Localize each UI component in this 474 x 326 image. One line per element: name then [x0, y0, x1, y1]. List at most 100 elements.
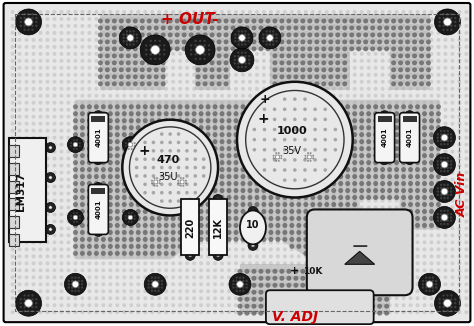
Circle shape [122, 17, 126, 21]
Circle shape [115, 108, 119, 112]
Circle shape [304, 261, 308, 265]
Circle shape [269, 31, 273, 35]
Circle shape [289, 132, 294, 137]
Circle shape [112, 19, 117, 23]
Circle shape [53, 289, 56, 293]
Circle shape [171, 170, 175, 174]
Circle shape [440, 213, 442, 215]
Circle shape [122, 101, 126, 105]
Circle shape [335, 32, 340, 37]
Circle shape [273, 39, 277, 44]
Circle shape [242, 290, 245, 292]
Circle shape [290, 296, 294, 300]
Circle shape [388, 213, 392, 216]
Circle shape [185, 202, 190, 207]
Circle shape [71, 280, 73, 282]
Circle shape [178, 59, 182, 63]
Circle shape [450, 140, 452, 142]
Circle shape [10, 108, 15, 112]
Circle shape [301, 19, 305, 23]
Circle shape [59, 94, 64, 98]
Circle shape [328, 304, 333, 309]
Circle shape [105, 60, 110, 65]
Circle shape [94, 139, 99, 144]
Circle shape [352, 209, 357, 214]
Circle shape [273, 108, 276, 111]
Circle shape [115, 153, 120, 158]
Circle shape [234, 303, 238, 307]
Circle shape [129, 118, 134, 123]
Circle shape [199, 94, 203, 98]
Circle shape [150, 122, 154, 126]
Circle shape [136, 40, 138, 42]
Circle shape [283, 230, 287, 235]
Circle shape [143, 289, 147, 293]
Circle shape [192, 45, 196, 49]
Circle shape [101, 87, 105, 91]
Circle shape [419, 46, 424, 52]
Circle shape [87, 139, 92, 144]
Circle shape [247, 139, 253, 144]
Circle shape [443, 157, 446, 159]
Circle shape [339, 247, 343, 251]
Circle shape [321, 74, 326, 79]
Circle shape [213, 250, 223, 260]
Circle shape [101, 213, 105, 216]
Circle shape [220, 73, 224, 77]
Circle shape [212, 202, 218, 207]
Circle shape [346, 45, 350, 49]
Circle shape [177, 166, 180, 170]
Circle shape [109, 199, 112, 202]
Circle shape [338, 160, 343, 165]
Circle shape [87, 244, 92, 249]
Circle shape [314, 74, 319, 79]
Circle shape [325, 10, 329, 14]
Circle shape [283, 167, 287, 172]
Circle shape [409, 310, 412, 314]
Circle shape [178, 17, 182, 21]
Circle shape [457, 66, 461, 70]
Circle shape [335, 269, 340, 274]
Circle shape [429, 275, 434, 279]
Circle shape [318, 108, 322, 112]
Circle shape [437, 59, 440, 63]
Circle shape [217, 32, 221, 37]
Circle shape [437, 296, 440, 300]
Circle shape [241, 55, 243, 57]
Circle shape [346, 94, 350, 98]
Circle shape [398, 32, 403, 37]
Circle shape [457, 289, 461, 293]
Circle shape [192, 247, 196, 251]
Circle shape [227, 205, 231, 210]
Circle shape [161, 81, 166, 86]
Circle shape [27, 17, 30, 19]
Circle shape [227, 111, 231, 116]
Circle shape [248, 80, 252, 84]
Circle shape [258, 276, 264, 281]
Circle shape [196, 46, 201, 52]
Circle shape [323, 148, 327, 152]
Circle shape [422, 296, 427, 300]
Circle shape [227, 289, 231, 293]
Circle shape [290, 191, 294, 196]
Circle shape [328, 283, 333, 288]
Circle shape [81, 219, 84, 223]
Circle shape [185, 156, 189, 161]
Circle shape [332, 185, 336, 188]
Circle shape [409, 52, 412, 56]
Circle shape [202, 53, 208, 58]
Circle shape [263, 118, 266, 121]
Circle shape [131, 212, 133, 214]
Circle shape [353, 240, 357, 244]
Circle shape [370, 19, 375, 23]
Circle shape [286, 304, 292, 309]
Circle shape [227, 275, 231, 279]
Circle shape [213, 73, 217, 77]
Circle shape [185, 38, 189, 42]
Circle shape [81, 185, 84, 188]
Circle shape [10, 303, 15, 307]
Circle shape [283, 153, 287, 158]
Circle shape [220, 136, 224, 140]
Circle shape [185, 149, 189, 153]
Circle shape [465, 240, 468, 244]
